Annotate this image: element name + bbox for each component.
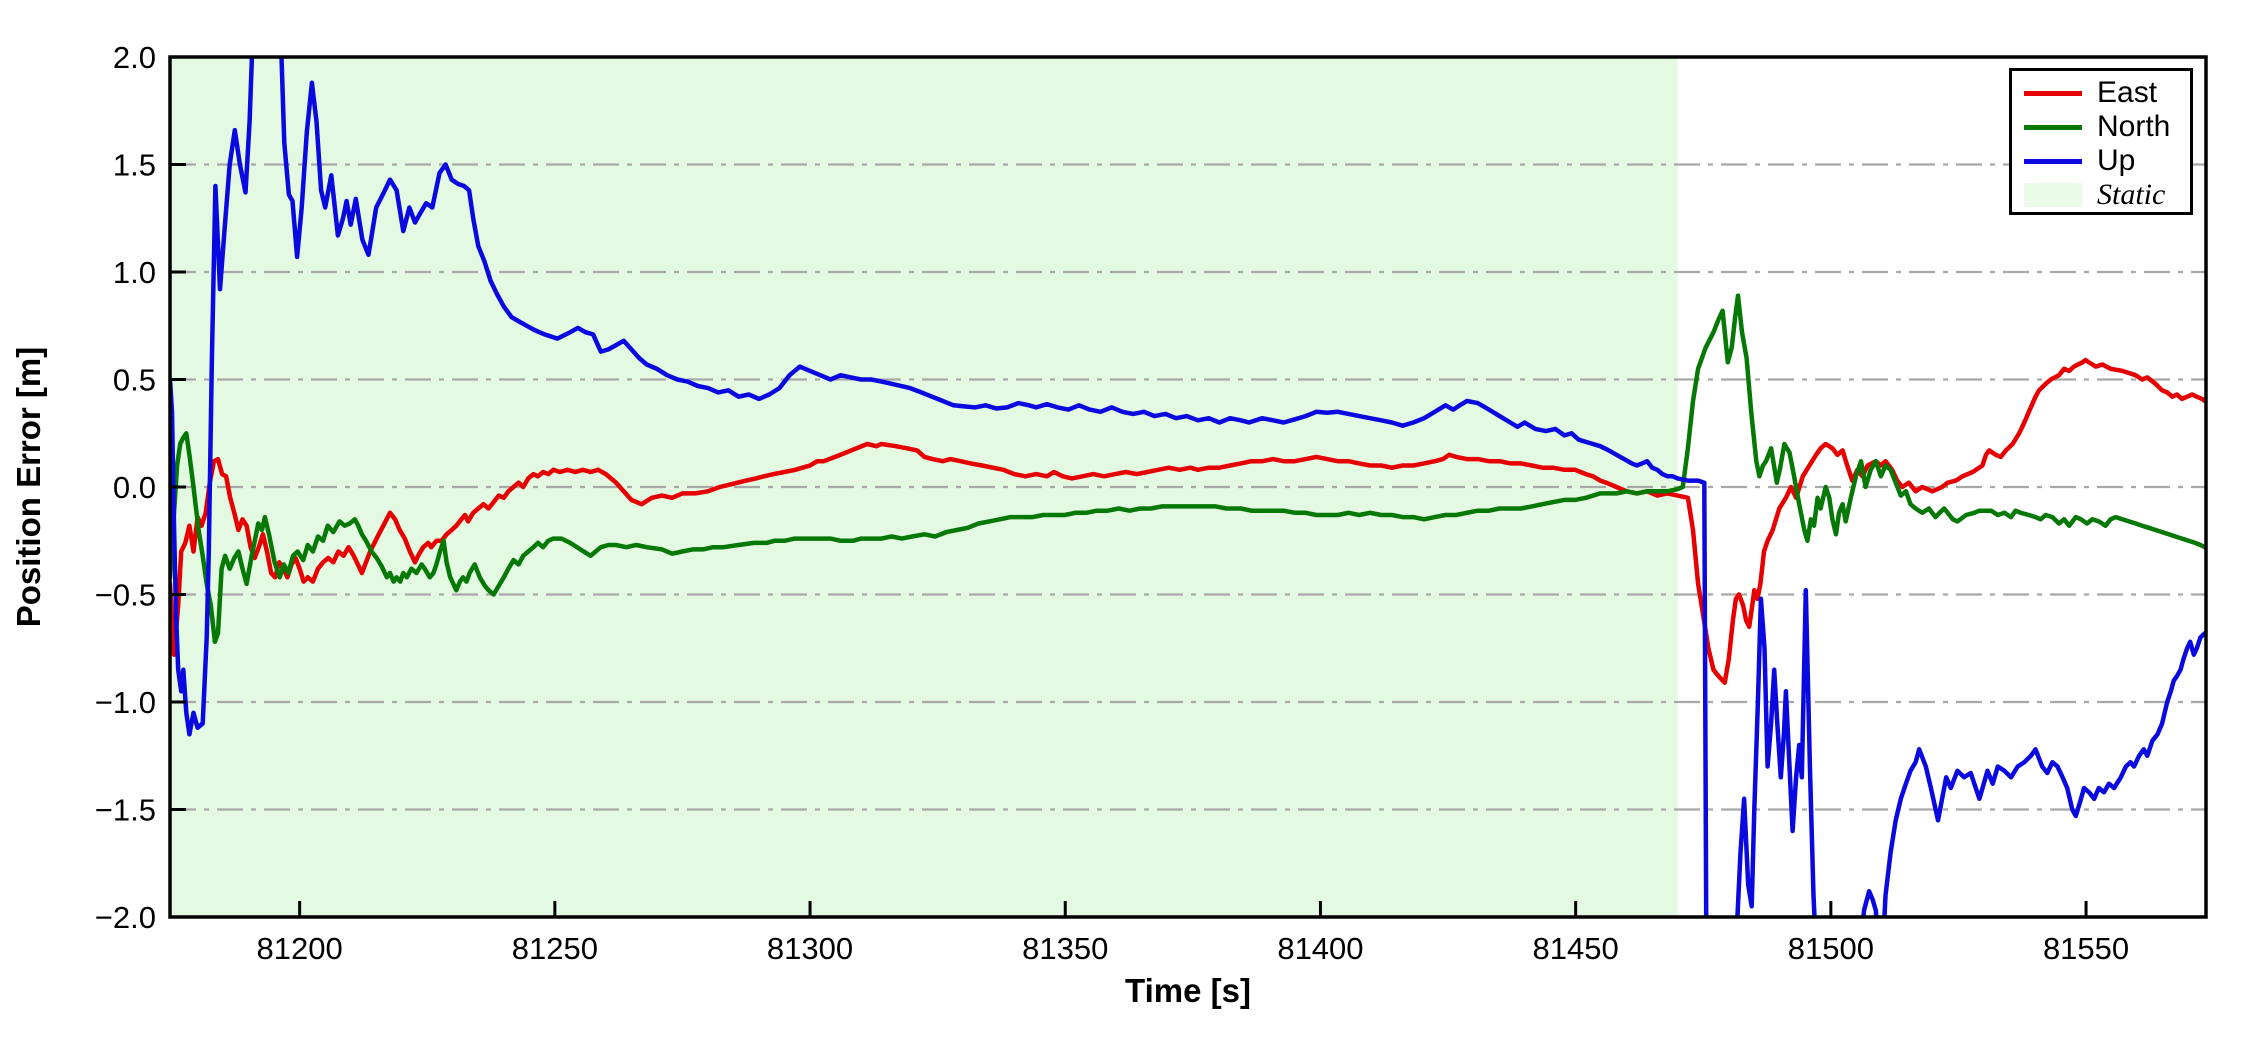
y-tick-label: −0.5: [95, 578, 156, 613]
legend-static-swatch: [2024, 183, 2082, 207]
series-east-line: [170, 357, 2206, 685]
legend-item-label: Static: [2097, 178, 2166, 211]
y-tick-label: 0.5: [113, 363, 156, 398]
y-tick-label: 2.0: [113, 40, 156, 75]
legend-item-label: North: [2097, 110, 2171, 143]
legend: East North Up Static: [2009, 68, 2193, 215]
legend-up-swatch: [2024, 158, 2082, 164]
x-tick-label: 81400: [1277, 931, 1363, 966]
y-tick-label: −1.5: [95, 793, 156, 828]
y-tick-label: 0.0: [113, 470, 156, 505]
y-tick-label: −2.0: [95, 900, 156, 935]
y-tick-label: −1.0: [95, 685, 156, 720]
series-lines: [170, 57, 2206, 917]
x-axis-label: Time [s]: [1125, 972, 1251, 1009]
legend-item-north: North: [2024, 110, 2178, 144]
plot-border: [168, 55, 2208, 919]
x-tick-label: 81350: [1022, 931, 1108, 966]
legend-item-up: Up: [2024, 144, 2178, 178]
x-tick-label: 81450: [1533, 931, 1619, 966]
x-tick-label: 81500: [1788, 931, 1874, 966]
legend-item-label: East: [2097, 76, 2158, 109]
x-tick-label: 81300: [767, 931, 853, 966]
y-axis-label: Position Error [m]: [10, 347, 47, 628]
legend-item-static: Static: [2024, 178, 2178, 212]
y-tick-label: 1.5: [113, 148, 156, 183]
series-north-line: [170, 293, 2206, 645]
x-tick-label: 81200: [257, 931, 343, 966]
legend-north-swatch: [2024, 124, 2082, 130]
legend-item-east: East: [2024, 76, 2178, 110]
x-tick-label: 81250: [512, 931, 598, 966]
y-tick-label: 1.0: [113, 255, 156, 290]
axis-ticks: [170, 55, 2088, 919]
tick-labels: 81200 81250 81300 81350 81400 81450 81500 81550…: [95, 40, 2129, 966]
legend-east-swatch: [2024, 90, 2082, 96]
legend-item-label: Up: [2097, 144, 2136, 177]
x-tick-label: 81550: [2043, 931, 2129, 966]
series-up-line: [170, 57, 2206, 917]
